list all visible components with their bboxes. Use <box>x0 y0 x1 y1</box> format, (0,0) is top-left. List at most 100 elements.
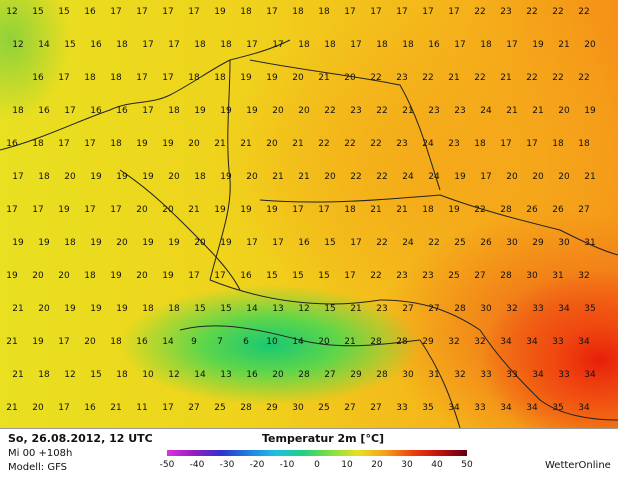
temperature-value: 21 <box>318 73 330 83</box>
temperature-value: 34 <box>526 403 538 413</box>
temperature-value: 10 <box>266 337 278 347</box>
temperature-value: 23 <box>350 106 362 116</box>
temperature-value: 22 <box>370 271 382 281</box>
temperature-value: 14 <box>246 304 258 314</box>
temperature-value: 17 <box>506 40 518 50</box>
temperature-value: 18 <box>32 139 44 149</box>
temperature-value: 17 <box>110 205 122 215</box>
temperature-value: 17 <box>454 40 466 50</box>
temperature-value: 16 <box>90 106 102 116</box>
temperature-value: 21 <box>448 73 460 83</box>
scale-tick-label: -50 <box>159 460 175 470</box>
temperature-value: 20 <box>58 271 70 281</box>
temperature-value: 19 <box>214 7 226 17</box>
temperature-value: 21 <box>214 139 226 149</box>
temperature-value: 23 <box>448 139 460 149</box>
temperature-value: 21 <box>558 40 570 50</box>
scale-tick-label: -10 <box>279 460 295 470</box>
temperature-value: 18 <box>220 40 232 50</box>
temperature-value: 18 <box>578 139 590 149</box>
temperature-value: 11 <box>136 403 148 413</box>
temperature-value: 30 <box>526 271 538 281</box>
temperature-value: 19 <box>220 238 232 248</box>
temperature-value: 24 <box>428 172 440 182</box>
temperature-value: 25 <box>214 403 226 413</box>
temperature-value: 17 <box>32 205 44 215</box>
temperature-value: 20 <box>136 205 148 215</box>
temperature-value: 12 <box>168 370 180 380</box>
temperature-value: 23 <box>376 304 388 314</box>
temperature-value: 18 <box>298 40 310 50</box>
temperature-value: 34 <box>558 304 570 314</box>
temperature-value: 20 <box>168 172 180 182</box>
temperature-value: 20 <box>84 337 96 347</box>
temperature-value: 19 <box>220 172 232 182</box>
temperature-value: 17 <box>64 106 76 116</box>
temperature-value: 34 <box>448 403 460 413</box>
temperature-value: 33 <box>506 370 518 380</box>
temperature-value: 20 <box>344 73 356 83</box>
temperature-value: 17 <box>84 139 96 149</box>
temperature-value: 19 <box>90 304 102 314</box>
temperature-value: 17 <box>142 40 154 50</box>
temperature-value: 17 <box>136 7 148 17</box>
temperature-value: 20 <box>272 370 284 380</box>
temperature-value: 22 <box>474 205 486 215</box>
temperature-value: 18 <box>64 238 76 248</box>
temperature-value: 12 <box>12 40 24 50</box>
temperature-value: 22 <box>344 139 356 149</box>
temperature-value: 20 <box>558 106 570 116</box>
temperature-value: 21 <box>298 172 310 182</box>
temperature-value: 17 <box>448 7 460 17</box>
temperature-value: 17 <box>272 40 284 50</box>
date: So, 26.08.2012, 12 UTC <box>8 432 153 445</box>
temperature-value: 35 <box>584 304 596 314</box>
temperature-value: 18 <box>168 304 180 314</box>
temperature-value: 17 <box>136 73 148 83</box>
temperature-value: 18 <box>376 40 388 50</box>
temperature-value: 20 <box>162 205 174 215</box>
temperature-value: 17 <box>188 271 200 281</box>
temperature-value: 17 <box>526 139 538 149</box>
temperature-value: 13 <box>220 370 232 380</box>
temperature-value: 18 <box>38 370 50 380</box>
temperature-value: 19 <box>240 205 252 215</box>
temperature-value: 16 <box>298 238 310 248</box>
temperature-value: 22 <box>428 238 440 248</box>
temperature-value: 21 <box>506 106 518 116</box>
temperature-value: 17 <box>110 7 122 17</box>
temperature-value: 19 <box>162 139 174 149</box>
temperature-value: 21 <box>6 337 18 347</box>
temperature-value: 33 <box>552 337 564 347</box>
temperature-value: 22 <box>376 172 388 182</box>
temperature-value: 18 <box>324 40 336 50</box>
temperature-value: 19 <box>162 271 174 281</box>
temperature-value: 30 <box>480 304 492 314</box>
temperature-value: 12 <box>6 7 18 17</box>
temperature-value: 29 <box>532 238 544 248</box>
temperature-value: 17 <box>58 403 70 413</box>
temperature-value: 17 <box>162 403 174 413</box>
temperature-value: 19 <box>266 205 278 215</box>
temperature-value: 22 <box>578 73 590 83</box>
temperature-value: 16 <box>84 403 96 413</box>
temperature-value: 34 <box>578 403 590 413</box>
temperature-value: 22 <box>370 73 382 83</box>
temperature-value: 27 <box>188 403 200 413</box>
temperature-value: 23 <box>428 106 440 116</box>
temperature-value: 32 <box>448 337 460 347</box>
temperature-value: 23 <box>422 271 434 281</box>
temperature-value: 28 <box>500 205 512 215</box>
temperature-value: 15 <box>58 7 70 17</box>
temperature-value: 16 <box>428 40 440 50</box>
temperature-value: 19 <box>266 73 278 83</box>
temperature-value: 21 <box>532 106 544 116</box>
temperature-value: 21 <box>110 403 122 413</box>
temperature-value: 17 <box>84 205 96 215</box>
temperature-value: 17 <box>344 7 356 17</box>
temperature-value: 15 <box>292 271 304 281</box>
temperature-value: 22 <box>552 73 564 83</box>
temperature-value: 21 <box>402 106 414 116</box>
temperature-value: 34 <box>526 337 538 347</box>
